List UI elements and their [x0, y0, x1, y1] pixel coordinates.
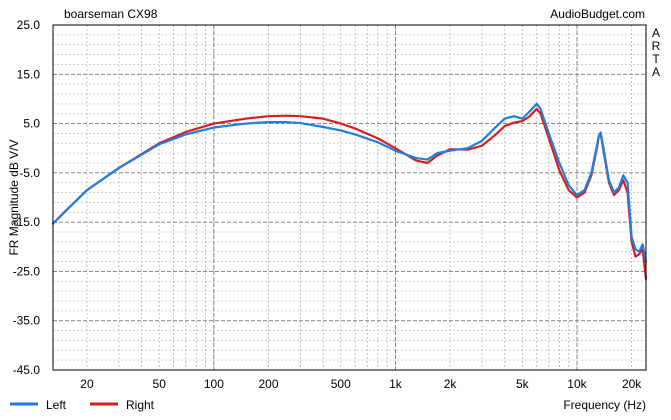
watermark-label: AudioBudget.com [550, 7, 645, 21]
legend-label-right: Right [126, 398, 155, 412]
x-tick-label: 100 [204, 377, 224, 391]
chart-title: boarseman CX98 [64, 7, 158, 21]
x-tick-label: 20 [80, 377, 94, 391]
series-layer [51, 102, 648, 280]
y-tick-label: -15.0 [13, 215, 41, 229]
series-line-right [51, 107, 648, 280]
y-tick-label: 5.0 [23, 117, 40, 131]
x-tick-label: 50 [153, 377, 167, 391]
y-axis-label: FR Magnitude dB V/V [7, 139, 21, 255]
y-tick-label: -25.0 [13, 264, 41, 278]
side-label-letter: R [652, 39, 661, 53]
x-tick-label: 2k [444, 377, 458, 391]
series-line-left [51, 102, 648, 263]
side-label-letter: T [652, 52, 660, 66]
x-tick-label: 200 [259, 377, 279, 391]
legend-label-left: Left [46, 398, 67, 412]
side-label-letter: A [652, 26, 660, 40]
legend: Left Right [10, 398, 155, 412]
plot-background [53, 25, 646, 370]
y-tick-label: -45.0 [13, 363, 41, 377]
y-tick-label: -5.0 [19, 166, 40, 180]
x-tick-labels: 20 50 100 200 500 1k 2k 5k 10k 20k [80, 377, 642, 391]
x-axis-label: Frequency (Hz) [563, 398, 646, 412]
major-gridlines [53, 25, 646, 370]
y-tick-label: 25.0 [17, 18, 41, 32]
y-tick-labels: 25.0 15.0 5.0 -5.0 -15.0 -25.0 -35.0 -45.0 [13, 18, 41, 377]
side-label-letter: A [652, 65, 660, 79]
x-tick-label: 1k [389, 377, 403, 391]
x-tick-label: 20k [622, 377, 642, 391]
x-tick-label: 5k [516, 377, 530, 391]
y-tick-label: 15.0 [17, 67, 41, 81]
y-tick-label: -35.0 [13, 314, 41, 328]
x-tick-label: 500 [331, 377, 351, 391]
plot-frame [52, 24, 647, 371]
minor-gridlines [53, 25, 646, 370]
x-tick-label: 10k [567, 377, 587, 391]
